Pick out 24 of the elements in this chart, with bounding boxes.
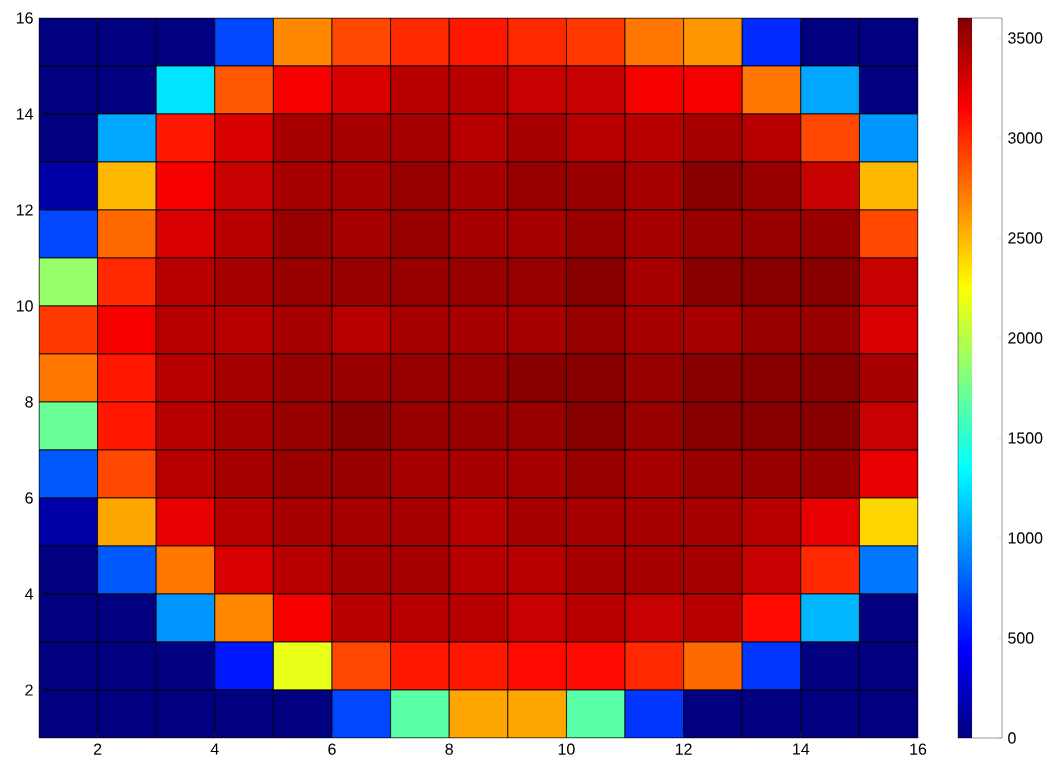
x-tick-label: 6 (328, 743, 336, 755)
color-bar-label: 2500 (1008, 232, 1043, 244)
y-tick-label: 4 (24, 588, 34, 600)
x-tick-label: 2 (93, 743, 102, 755)
y-tick-label: 2 (25, 684, 33, 696)
y-tick-label: 16 (16, 12, 33, 24)
x-tick-label: 10 (558, 743, 575, 755)
y-tick-label: 6 (25, 492, 33, 504)
color-bar-label: 1000 (1008, 532, 1043, 544)
color-bar-label: 3500 (1008, 32, 1043, 44)
color-bar-label: 3000 (1008, 132, 1043, 144)
color-bar-label: 0 (1008, 732, 1016, 744)
x-tick-label: 14 (793, 743, 810, 755)
color-bar-label: 2000 (1008, 332, 1043, 344)
x-tick-label: 4 (210, 743, 219, 755)
y-tick-label: 14 (16, 108, 34, 120)
color-bar-label: 500 (1008, 632, 1034, 644)
y-tick-label: 8 (25, 396, 33, 408)
color-bar-label: 1500 (1008, 432, 1043, 444)
x-tick-label: 8 (445, 743, 453, 755)
x-tick-label: 16 (910, 743, 927, 755)
x-tick-label: 12 (675, 743, 692, 755)
y-tick-label: 10 (16, 300, 33, 312)
y-tick-label: 12 (16, 204, 33, 216)
